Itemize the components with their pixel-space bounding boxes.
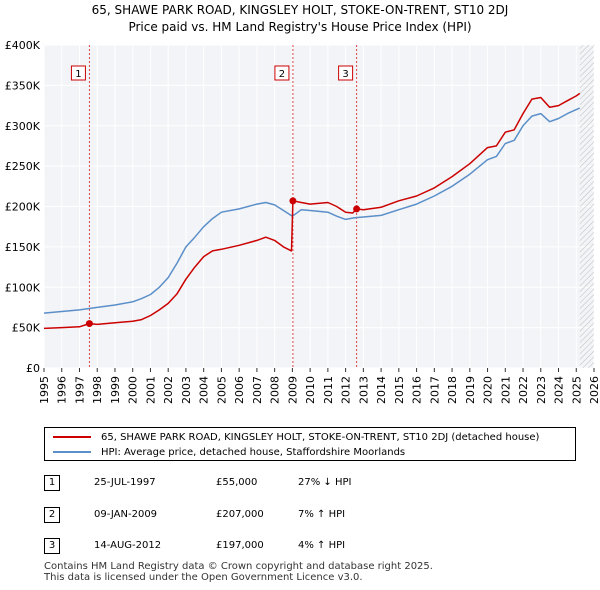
price-chart: 65, SHAWE PARK ROAD, KINGSLEY HOLT, STOK…	[5, 3, 600, 404]
x-tick-label: 2012	[340, 376, 353, 404]
sale-marker-label: 1	[75, 69, 81, 80]
x-tick-label: 2019	[464, 376, 477, 404]
footer: Contains HM Land Registry data © Crown c…	[44, 561, 433, 583]
x-tick-label: 2002	[162, 376, 175, 404]
x-tick-label: 2015	[393, 376, 406, 404]
y-tick-label: £300K	[5, 120, 41, 133]
x-tick-label: 2013	[357, 376, 370, 404]
y-tick-label: £150K	[5, 241, 41, 254]
x-tick-label: 2025	[570, 376, 583, 404]
sale-number: 2	[44, 507, 60, 523]
x-tick-label: 2017	[428, 376, 441, 404]
y-axis-ticks: £0 £50K £100K £150K £200K £250K £300K £350K £400…	[5, 39, 41, 375]
grid	[43, 44, 595, 369]
y-tick-label: £200K	[5, 201, 41, 214]
x-tick-label: 2020	[482, 376, 495, 404]
x-tick-label: 1995	[38, 376, 51, 404]
sale-marker-box	[274, 65, 290, 81]
x-tick-label: 1999	[109, 376, 122, 404]
legend-label-hpi: HPI: Average price, detached house, Staf…	[101, 446, 406, 458]
sale-marker-box	[70, 65, 86, 81]
legend-item-property: 65, SHAWE PARK ROAD, KINGSLEY HOLT, STOK…	[53, 430, 539, 444]
footer-copyright: Contains HM Land Registry data © Crown c…	[44, 561, 433, 572]
x-tick-label: 2005	[215, 376, 228, 404]
series-line-hpi	[43, 107, 581, 314]
x-tick-label: 2004	[198, 376, 211, 404]
legend-item-hpi: HPI: Average price, detached house, Staf…	[53, 445, 405, 459]
series-line-property	[43, 92, 581, 330]
x-tick-label: 2009	[286, 376, 299, 404]
x-tick-label: 1998	[91, 376, 104, 404]
sale-marker-label: 2	[279, 69, 285, 80]
y-tick-label: £100K	[5, 281, 41, 294]
x-tick-label: 2021	[499, 376, 512, 404]
sale-row: 1 25-JUL-1997 £55,000 27% ↓ HPI	[44, 473, 584, 493]
footer-licence: This data is licensed under the Open Gov…	[44, 572, 363, 583]
y-tick-label: £350K	[5, 79, 41, 92]
x-tick-label: 2006	[233, 376, 246, 404]
sale-point	[353, 205, 361, 213]
sale-points	[85, 197, 361, 328]
sale-price: £197,000	[216, 540, 264, 551]
x-tick-label: 2001	[144, 376, 157, 404]
x-axis-ticks: 1995 1996 1997 1998 1999 2000 2001 2002 2003 2004…	[38, 368, 600, 404]
x-tick-label: 2016	[411, 376, 424, 404]
sale-point	[85, 320, 93, 328]
sale-marker-label: 3	[342, 69, 348, 80]
sale-hpi-diff: 7% ↑ HPI	[298, 509, 346, 520]
x-tick-label: 2023	[535, 376, 548, 404]
legend: 65, SHAWE PARK ROAD, KINGSLEY HOLT, STOK…	[44, 427, 576, 461]
sale-hpi-diff: 27% ↓ HPI	[298, 477, 352, 488]
x-tick-label: 2011	[322, 376, 335, 404]
sale-marker-box	[338, 65, 354, 81]
series-lines	[43, 92, 581, 330]
x-tick-label: 2003	[180, 376, 193, 404]
x-tick-label: 2022	[517, 376, 530, 404]
x-tick-label: 2007	[251, 376, 264, 404]
sale-row: 3 14-AUG-2012 £197,000 4% ↑ HPI	[44, 536, 584, 556]
x-tick-label: 1996	[56, 376, 69, 404]
sale-point	[289, 197, 297, 205]
sale-number: 1	[44, 475, 60, 491]
sale-date: 25-JUL-1997	[94, 477, 156, 488]
future-hatch-area	[579, 45, 594, 368]
sale-price: £207,000	[216, 509, 264, 520]
x-tick-label: 2014	[375, 376, 388, 404]
sale-row: 2 09-JAN-2009 £207,000 7% ↑ HPI	[44, 505, 584, 525]
legend-swatch-property	[53, 436, 91, 438]
y-tick-label: £250K	[5, 160, 41, 173]
sale-date: 14-AUG-2012	[94, 540, 162, 551]
sale-hpi-diff: 4% ↑ HPI	[298, 540, 346, 551]
x-tick-label: 2018	[446, 376, 459, 404]
y-tick-label: £50K	[12, 322, 41, 335]
chart-title: 65, SHAWE PARK ROAD, KINGSLEY HOLT, STOK…	[92, 3, 509, 17]
sale-marker-lines: 1 2 3	[70, 45, 358, 368]
sale-date: 09-JAN-2009	[94, 509, 158, 520]
sale-price: £55,000	[216, 477, 258, 488]
x-tick-label: 2000	[127, 376, 140, 404]
y-tick-label: £0	[26, 362, 40, 375]
chart-subtitle: Price paid vs. HM Land Registry's House …	[128, 20, 471, 34]
x-tick-label: 1997	[73, 376, 86, 404]
x-tick-label: 2008	[269, 376, 282, 404]
x-tick-label: 2024	[553, 376, 566, 404]
legend-label-property: 65, SHAWE PARK ROAD, KINGSLEY HOLT, STOK…	[101, 431, 540, 443]
legend-swatch-hpi	[53, 451, 91, 453]
sale-number: 3	[44, 538, 60, 554]
x-tick-label: 2010	[304, 376, 317, 404]
x-tick-label: 2026	[588, 376, 600, 404]
y-tick-label: £400K	[5, 39, 41, 52]
